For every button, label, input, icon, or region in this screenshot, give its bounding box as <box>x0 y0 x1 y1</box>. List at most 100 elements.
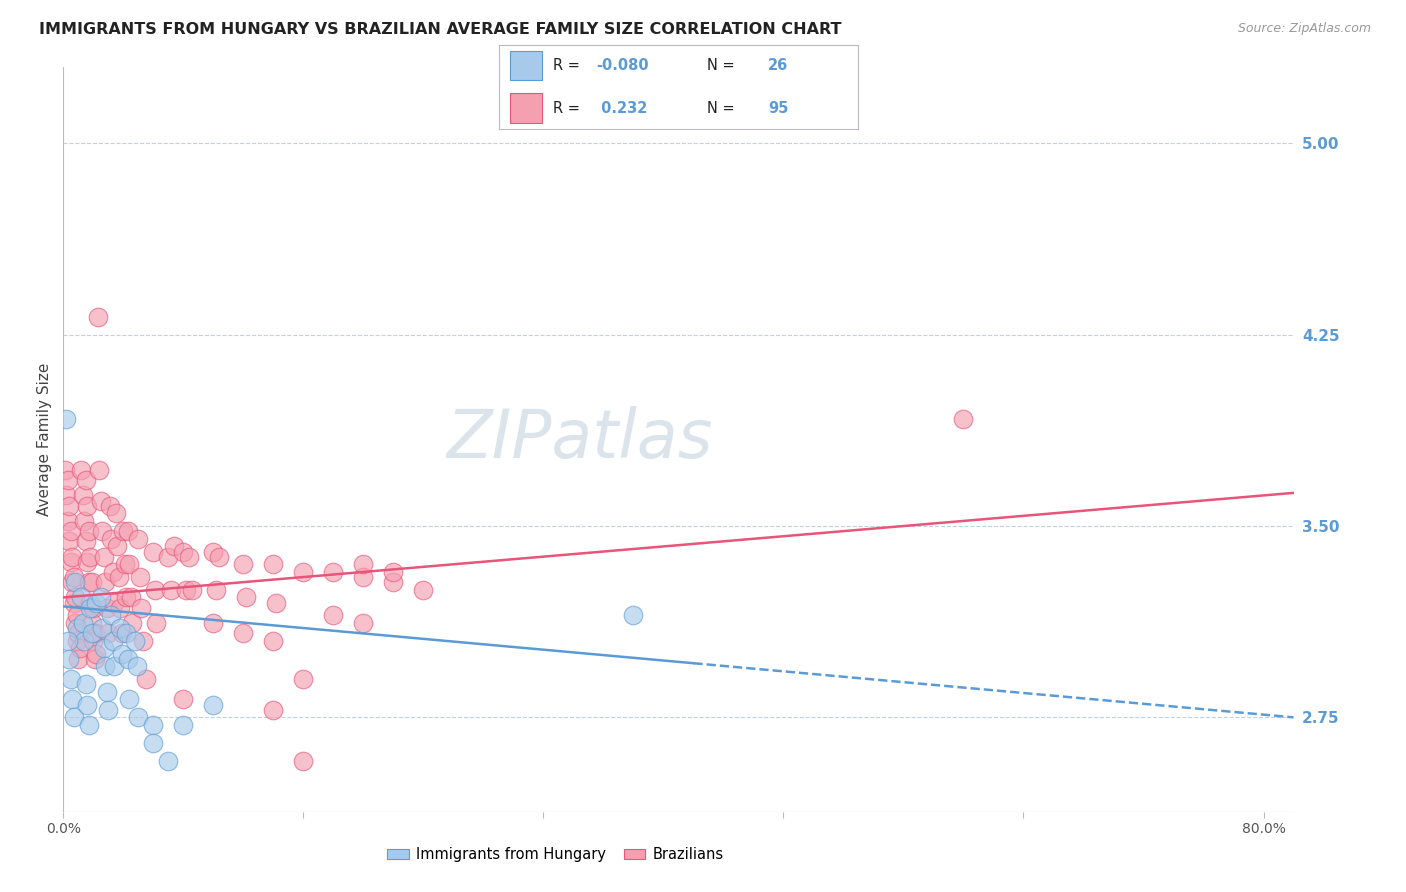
Text: Source: ZipAtlas.com: Source: ZipAtlas.com <box>1237 22 1371 36</box>
Point <box>121 615 143 630</box>
Point <box>157 549 180 564</box>
Point <box>142 544 165 558</box>
Text: IMMIGRANTS FROM HUNGARY VS BRAZILIAN AVERAGE FAMILY SIZE CORRELATION CHART: IMMIGRANTS FROM HUNGARY VS BRAZILIAN AVE… <box>39 22 842 37</box>
Point <box>266 596 288 610</box>
Point <box>100 608 122 623</box>
Point <box>127 532 149 546</box>
Point <box>97 626 120 640</box>
Point <box>79 596 101 610</box>
Point <box>125 659 148 673</box>
Point <box>67 626 90 640</box>
Point <box>110 621 132 635</box>
Point <box>322 608 344 623</box>
Point <box>322 565 344 579</box>
Text: 0.232: 0.232 <box>596 101 647 116</box>
Y-axis label: Average Family Size: Average Family Size <box>37 363 52 516</box>
Point <box>105 540 128 554</box>
Point <box>60 575 83 590</box>
Point <box>103 596 125 610</box>
Point <box>73 514 96 528</box>
Point <box>174 582 197 597</box>
Point <box>58 534 80 549</box>
Point <box>382 565 405 579</box>
FancyBboxPatch shape <box>510 51 543 80</box>
Point <box>111 647 134 661</box>
Text: -0.080: -0.080 <box>596 58 648 73</box>
Point <box>172 692 194 706</box>
Point <box>91 621 114 635</box>
Point <box>93 641 115 656</box>
Point <box>118 692 141 706</box>
Point <box>62 596 84 610</box>
Point <box>89 463 111 477</box>
Point <box>127 710 149 724</box>
Text: R =: R = <box>553 58 579 73</box>
Text: 95: 95 <box>768 101 789 116</box>
Point <box>65 615 87 630</box>
Point <box>111 626 134 640</box>
Point <box>101 565 124 579</box>
Point <box>56 633 79 648</box>
Point <box>115 591 138 605</box>
Point <box>104 506 127 520</box>
Point <box>352 615 374 630</box>
Point <box>157 754 180 768</box>
Point <box>75 534 97 549</box>
Point <box>84 596 107 610</box>
Point <box>205 582 228 597</box>
Point <box>79 549 101 564</box>
Point <box>94 575 117 590</box>
Point <box>59 555 82 569</box>
Point <box>163 540 186 554</box>
Point <box>110 600 132 615</box>
Point <box>202 544 225 558</box>
Point <box>93 549 115 564</box>
Point <box>76 555 98 569</box>
Point <box>100 532 122 546</box>
Point <box>59 672 82 686</box>
Point <box>142 736 165 750</box>
Point <box>73 633 96 648</box>
Point <box>55 412 77 426</box>
Point <box>142 718 165 732</box>
Point <box>72 488 94 502</box>
Point <box>235 591 257 605</box>
Point <box>83 626 105 640</box>
Point <box>172 718 194 732</box>
Point <box>60 549 83 564</box>
Point <box>91 524 114 538</box>
Point <box>208 549 231 564</box>
Point <box>80 575 103 590</box>
Point <box>232 558 254 572</box>
Legend: Immigrants from Hungary, Brazilians: Immigrants from Hungary, Brazilians <box>381 841 730 868</box>
Point <box>76 499 98 513</box>
Point <box>90 591 112 605</box>
Point <box>120 591 142 605</box>
Point <box>69 641 91 656</box>
Point <box>77 718 100 732</box>
Point <box>76 698 98 712</box>
Point <box>66 621 89 635</box>
Point <box>84 647 107 661</box>
Point <box>143 582 166 597</box>
Text: N =: N = <box>707 101 735 116</box>
Point <box>83 651 105 665</box>
Point <box>67 651 90 665</box>
Point <box>262 633 284 648</box>
Point <box>62 710 84 724</box>
Point <box>75 677 97 691</box>
Point <box>80 615 103 630</box>
Point <box>66 633 89 648</box>
Text: N =: N = <box>707 58 735 73</box>
Point <box>352 558 374 572</box>
Point <box>79 600 101 615</box>
Point <box>117 651 139 665</box>
Point <box>621 608 644 623</box>
Point <box>179 549 201 564</box>
Point <box>352 570 374 584</box>
Text: 26: 26 <box>768 58 789 73</box>
Point <box>172 544 194 558</box>
Point <box>77 524 100 538</box>
Point <box>145 615 167 630</box>
Text: ZIPatlas: ZIPatlas <box>447 407 713 472</box>
